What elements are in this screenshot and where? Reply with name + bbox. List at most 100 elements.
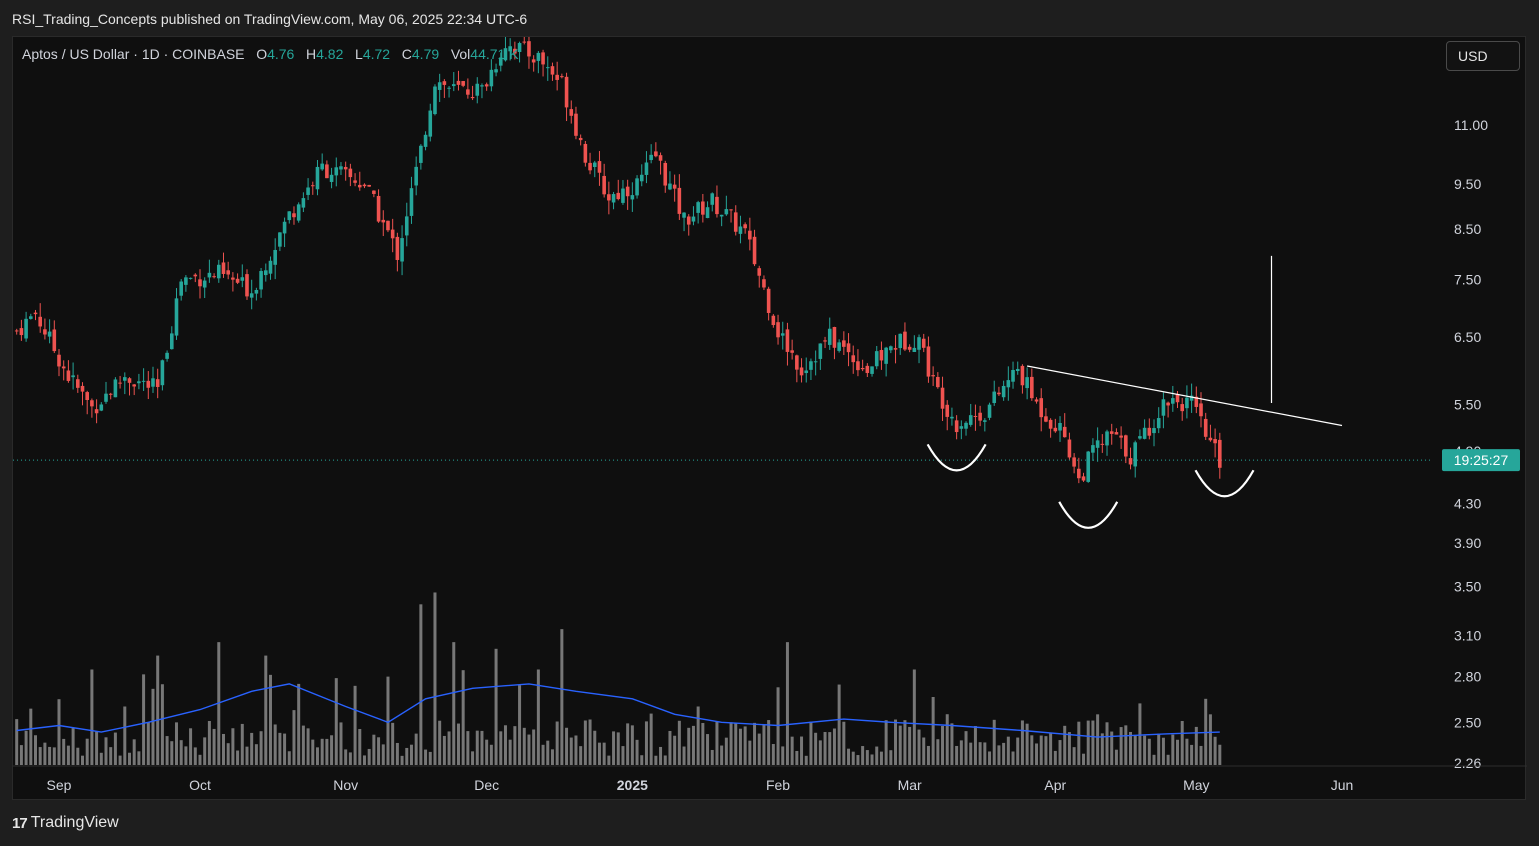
candle-body [1180, 404, 1185, 412]
candlestick-chart[interactable]: 11.00 9.50 8.50 7.50 6.50 5.50 4.30 3.90 3.50 3.1… [13, 37, 1527, 801]
candle-body [268, 260, 273, 274]
candle-body [1213, 439, 1217, 444]
symbol-title[interactable]: Aptos / US Dollar · 1D · COINBASE [22, 46, 245, 62]
volume-bar [358, 728, 362, 765]
candle-body [127, 378, 132, 383]
volume-bar [616, 732, 620, 765]
candle-body [29, 316, 33, 319]
candle-body [569, 109, 574, 116]
volume-bar [1110, 731, 1114, 765]
volume-bar [1124, 725, 1128, 765]
volume-bar [231, 728, 235, 765]
volume-bar [513, 726, 517, 765]
volume-bar [635, 739, 639, 765]
volume-bar [527, 734, 531, 765]
volume-bar [132, 739, 136, 765]
candle-body [757, 268, 762, 276]
candle-body [696, 202, 700, 213]
candle-body [193, 274, 198, 277]
volume-bar [1011, 751, 1015, 765]
candle-body [602, 175, 606, 195]
volume-bar [889, 750, 893, 765]
candle-body [1119, 435, 1123, 438]
volume-bar [156, 655, 160, 765]
volume-bar [15, 719, 19, 765]
volume-bar [428, 751, 432, 765]
volume-bar [724, 737, 728, 765]
candle-body [249, 293, 254, 298]
candle-body [423, 134, 428, 147]
candle-body [842, 340, 846, 347]
candle-body [1058, 422, 1062, 431]
candle-body [1152, 428, 1156, 434]
candle-body [1048, 419, 1053, 429]
price-axis[interactable]: 11.00 9.50 8.50 7.50 6.50 5.50 4.30 3.90 3.50 3.1… [1454, 117, 1488, 771]
candle-body [588, 162, 592, 171]
candle-body [959, 426, 964, 429]
currency-button[interactable]: USD [1446, 41, 1520, 71]
price-tick-label: 2.26 [1454, 755, 1481, 771]
candle-body [790, 350, 794, 353]
volume-bar [485, 739, 489, 765]
volume-bar [809, 721, 813, 765]
volume-bar [38, 747, 42, 765]
volume-bar [1208, 714, 1212, 765]
volume-bar [1166, 754, 1170, 765]
volume-bar [456, 723, 460, 765]
candle-body [461, 81, 465, 86]
candle-body [400, 238, 404, 262]
volume-bar [579, 746, 583, 765]
volume-bar [344, 749, 348, 765]
volume-bar [320, 738, 324, 765]
candle-body [207, 272, 212, 278]
volume-bar [569, 737, 573, 765]
volume-bar [184, 746, 188, 765]
candle-body [1001, 385, 1006, 398]
price-tick-label: 9.50 [1454, 176, 1481, 192]
tradingview-logo[interactable]: 17 TradingView [12, 814, 119, 832]
candle-body [771, 315, 776, 326]
volume-bar [1199, 745, 1203, 765]
candle-body [1138, 436, 1142, 439]
volume-bar [24, 730, 28, 765]
volume-bar [762, 724, 766, 765]
volume-bar [287, 751, 291, 765]
candle-body [1053, 427, 1058, 432]
volume-bar [264, 655, 268, 765]
chart-area[interactable]: 11.00 9.50 8.50 7.50 6.50 5.50 4.30 3.90 3.50 3.1… [12, 36, 1527, 801]
volume-bar [480, 730, 484, 765]
volume-bar [832, 728, 836, 765]
candle-body [71, 375, 75, 378]
volume-bar [353, 685, 357, 765]
volume-bar [1194, 726, 1198, 765]
candle-body [936, 376, 940, 388]
volume-bar [602, 742, 606, 765]
volume-bar [649, 713, 653, 765]
volume-bar [931, 696, 935, 765]
candle-body [404, 216, 409, 236]
volume-bar [99, 752, 103, 765]
volume-bar [612, 731, 616, 765]
candle-body [1044, 416, 1048, 422]
candle-body [837, 342, 841, 351]
time-axis[interactable]: Sep Oct Nov Dec 2025 Feb Mar Apr May Jun [47, 777, 1354, 793]
candle-body [155, 379, 160, 387]
candle-body [447, 87, 451, 89]
candle-body [278, 232, 282, 247]
candle-body [950, 416, 954, 419]
candle-body [254, 290, 259, 294]
candle-body [541, 52, 545, 65]
low-label: L [355, 46, 363, 62]
volume-bar [621, 746, 625, 765]
candle-body [329, 174, 334, 182]
candle-body [809, 361, 813, 370]
volume-bar [19, 745, 23, 765]
candle-body [743, 224, 747, 229]
volume-bar [123, 706, 127, 765]
volume-bar [1171, 734, 1175, 765]
volume-bar [104, 737, 108, 765]
volume-bar [541, 744, 545, 765]
time-tick-label: Mar [898, 777, 922, 793]
volume-bar [278, 732, 282, 765]
candle-body [611, 194, 616, 203]
